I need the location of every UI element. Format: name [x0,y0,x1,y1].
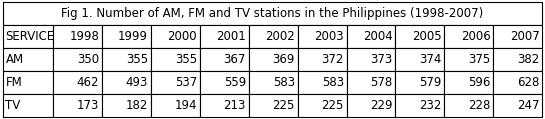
Bar [493,25,542,48]
Bar [298,94,347,117]
Text: 2004: 2004 [363,30,393,43]
Text: 367: 367 [223,53,246,66]
Text: 578: 578 [371,76,393,89]
Text: 2006: 2006 [461,30,490,43]
Bar [102,25,151,48]
Text: 173: 173 [77,99,99,112]
Text: 375: 375 [468,53,490,66]
Bar [298,48,347,71]
Text: 1998: 1998 [69,30,99,43]
Text: 382: 382 [517,53,540,66]
Text: 493: 493 [126,76,148,89]
Bar [493,94,542,117]
Bar [3,48,53,71]
Bar [199,48,249,71]
Bar [396,25,444,48]
Bar [151,25,199,48]
Text: FM: FM [5,76,22,89]
Bar [249,48,298,71]
Text: 232: 232 [419,99,441,112]
Text: 2003: 2003 [314,30,344,43]
Text: 462: 462 [76,76,99,89]
Bar [249,71,298,94]
Bar [444,71,493,94]
Text: 559: 559 [223,76,246,89]
Bar [298,25,347,48]
Text: 355: 355 [126,53,148,66]
Text: 579: 579 [419,76,441,89]
Text: 583: 583 [322,76,344,89]
Text: 1999: 1999 [118,30,148,43]
Text: 596: 596 [468,76,490,89]
Bar [493,71,542,94]
Bar [396,94,444,117]
Bar [102,94,151,117]
Text: AM: AM [5,53,23,66]
Text: 369: 369 [272,53,295,66]
Text: 225: 225 [322,99,344,112]
Bar [102,71,151,94]
Text: SERVICE: SERVICE [5,30,55,43]
Bar [53,48,102,71]
Bar [493,48,542,71]
Bar [444,94,493,117]
Bar [347,71,396,94]
Text: Fig 1. Number of AM, FM and TV stations in the Philippines (1998-2007): Fig 1. Number of AM, FM and TV stations … [62,7,483,20]
Bar [199,25,249,48]
Text: 350: 350 [77,53,99,66]
Bar [3,94,53,117]
Bar [151,71,199,94]
Text: 374: 374 [419,53,441,66]
Bar [53,25,102,48]
Bar [347,94,396,117]
Bar [3,71,53,94]
Bar [102,48,151,71]
Bar [298,71,347,94]
Text: 229: 229 [370,99,393,112]
Bar [3,2,542,25]
Text: 2005: 2005 [412,30,441,43]
Text: 537: 537 [175,76,197,89]
Bar [199,94,249,117]
Bar [249,25,298,48]
Bar [396,48,444,71]
Bar [151,48,199,71]
Text: 225: 225 [272,99,295,112]
Bar [444,48,493,71]
Text: 372: 372 [322,53,344,66]
Text: 355: 355 [175,53,197,66]
Bar [347,25,396,48]
Bar [199,71,249,94]
Bar [444,25,493,48]
Bar [53,94,102,117]
Bar [347,48,396,71]
Bar [53,71,102,94]
Bar [3,25,53,48]
Text: 2002: 2002 [265,30,295,43]
Text: 213: 213 [223,99,246,112]
Text: TV: TV [5,99,21,112]
Text: 2000: 2000 [167,30,197,43]
Text: 373: 373 [371,53,393,66]
Text: 2007: 2007 [510,30,540,43]
Text: 583: 583 [272,76,295,89]
Bar [396,71,444,94]
Text: 182: 182 [126,99,148,112]
Text: 2001: 2001 [216,30,246,43]
Text: 247: 247 [517,99,540,112]
Text: 194: 194 [174,99,197,112]
Bar [151,94,199,117]
Text: 228: 228 [468,99,490,112]
Text: 628: 628 [517,76,540,89]
Bar [249,94,298,117]
